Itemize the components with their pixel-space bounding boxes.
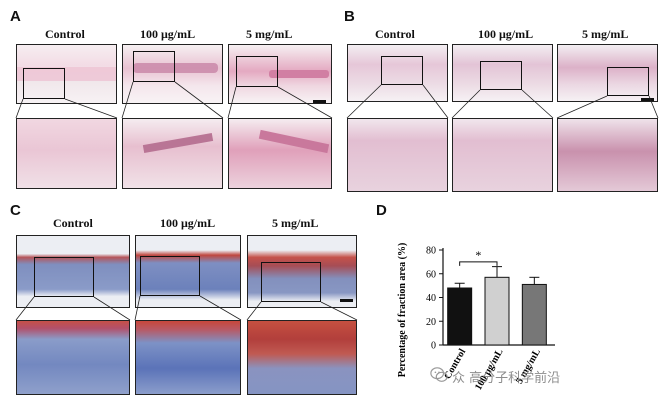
panel-b-label-control: Control <box>375 27 415 41</box>
panel-a-label-5mg: 5 mg/mL <box>246 27 293 41</box>
bar-1 <box>484 276 510 346</box>
panel-b-control-roi <box>381 56 423 85</box>
y-tick-label: 0 <box>431 341 436 352</box>
significance-label: * <box>475 248 481 262</box>
panel-b-label-5mg: 5 mg/mL <box>582 27 629 41</box>
panel-c-label-control: Control <box>53 216 93 230</box>
panel-a-letter: A <box>10 8 21 25</box>
panel-b-100-roi <box>480 61 522 90</box>
panel-c-scale-bar <box>340 299 353 302</box>
panel-c-5mg-overview <box>247 235 357 308</box>
panel-a-scale-bar <box>313 100 326 103</box>
panel-a-5mg-zoom <box>228 118 332 189</box>
panel-b-100-zoom <box>452 118 553 192</box>
panel-a-label-control: Control <box>45 27 85 41</box>
panel-c-label-100: 100 μg/mL <box>160 216 216 230</box>
panel-b-label-100: 100 μg/mL <box>478 27 534 41</box>
panel-a-control-roi <box>23 68 65 99</box>
panel-c-control-zoom <box>16 320 130 395</box>
panel-a-label-100: 100 μg/mL <box>140 27 196 41</box>
panel-c-5mg-roi <box>261 262 321 302</box>
y-axis-label: Percentage of fraction area (%) <box>397 243 408 378</box>
y-tick-label: 80 <box>426 246 436 257</box>
panel-d-letter: D <box>376 202 387 219</box>
panel-a-5mg-roi <box>236 56 278 87</box>
bar-chart: Percentage of fraction area (%) 0 20 40 60 8… <box>397 243 555 392</box>
watermark-text: 众 高分子科学前沿 <box>452 371 561 386</box>
panel-b-scale-bar <box>641 98 654 101</box>
y-tick-label: 60 <box>426 269 436 280</box>
y-tick-label: 20 <box>426 317 436 328</box>
panel-b-5mg-roi <box>607 67 649 96</box>
significance-bracket <box>459 261 498 266</box>
panel-c-label-5mg: 5 mg/mL <box>272 216 319 230</box>
panel-c-control-roi <box>34 257 94 297</box>
bar-0 <box>447 287 473 346</box>
panel-c-100-roi <box>140 256 200 296</box>
panel-c-5mg-zoom <box>247 320 357 395</box>
panel-b-control-zoom <box>347 118 448 192</box>
wechat-icon <box>430 367 448 382</box>
panel-a-100-zoom <box>122 118 223 189</box>
panel-a-control-overview <box>16 44 117 104</box>
panel-b-letter: B <box>344 8 355 25</box>
bar-2 <box>521 283 547 346</box>
panel-c-control-overview <box>16 235 130 308</box>
panel-c-letter: C <box>10 202 21 219</box>
panel-a-100-roi <box>133 51 175 82</box>
panel-a-control-zoom <box>16 118 117 189</box>
y-tick-label: 40 <box>426 293 436 304</box>
panel-b-5mg-zoom <box>557 118 658 192</box>
panel-c-100-zoom <box>135 320 241 395</box>
